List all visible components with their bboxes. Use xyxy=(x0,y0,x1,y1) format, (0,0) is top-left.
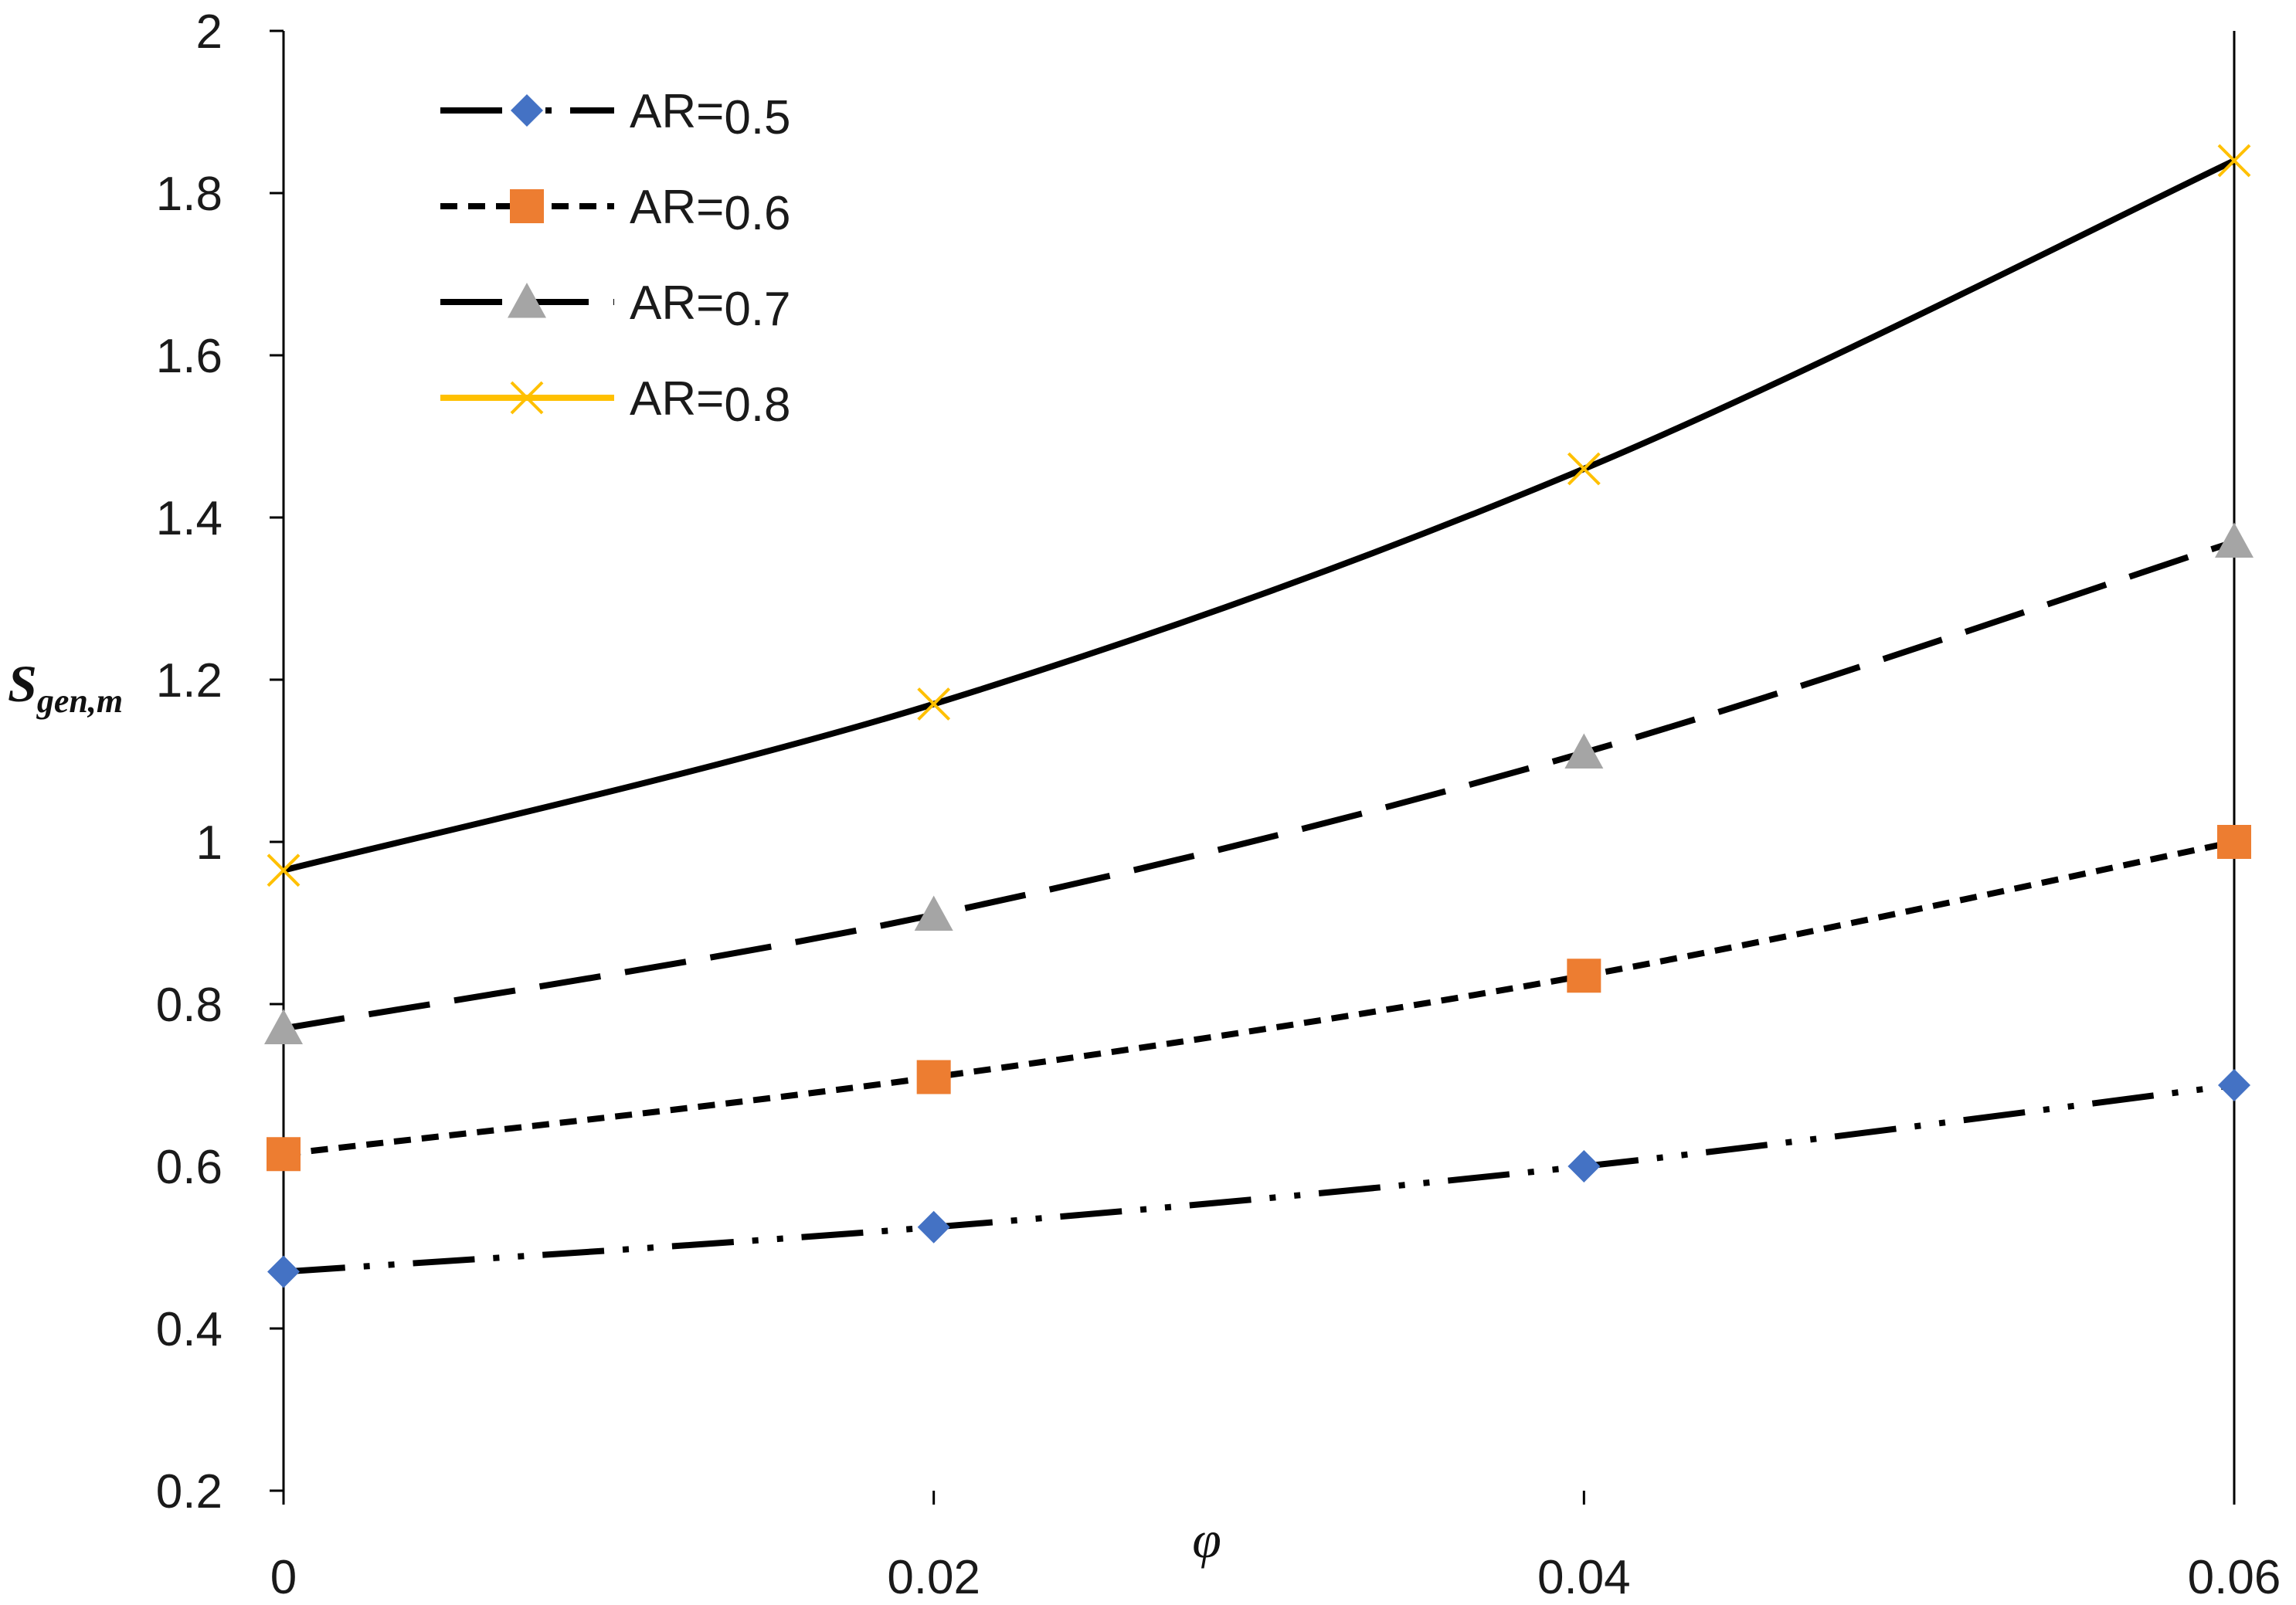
legend-item: AR=0.8 xyxy=(440,372,791,432)
data-point xyxy=(914,895,953,931)
y-tick-label: 1.2 xyxy=(156,654,222,707)
legend-marker xyxy=(511,94,543,127)
data-point xyxy=(264,1009,303,1044)
legend-label-value: 0.8 xyxy=(724,378,790,432)
y-axis-title-subscript: gen,m xyxy=(36,682,123,720)
x-tick-label: 0.06 xyxy=(2188,1551,2281,1604)
data-point xyxy=(917,687,951,721)
data-point xyxy=(267,853,301,887)
y-tick-label: 2 xyxy=(196,5,222,59)
legend-marker-stroke xyxy=(510,381,544,415)
x-axis-title: φ xyxy=(1192,1510,1221,1569)
legend-marker xyxy=(510,381,544,415)
data-point-stroke xyxy=(267,853,301,887)
y-tick-label: 1.4 xyxy=(156,492,222,545)
legend-item: AR=0.7 xyxy=(440,277,791,336)
y-tick-label: 1.6 xyxy=(156,330,222,383)
series-line xyxy=(283,158,2236,874)
x-tick-label: 0.02 xyxy=(887,1551,980,1604)
series-4 xyxy=(267,144,2251,887)
y-tick-label: 1 xyxy=(196,816,222,870)
data-point-stroke xyxy=(917,687,951,721)
series-layer xyxy=(264,144,2254,1288)
x-tick-label: 0.04 xyxy=(1537,1551,1631,1604)
legend-label-prefix: AR= xyxy=(630,277,724,330)
series-line xyxy=(283,1082,2235,1275)
legend-label: AR=0.8 xyxy=(630,372,791,432)
data-point xyxy=(1564,733,1604,769)
y-tick-label: 0.2 xyxy=(156,1465,222,1518)
data-point xyxy=(2217,825,2251,859)
y-tick-label: 0.6 xyxy=(156,1141,222,1194)
data-point-stroke xyxy=(1567,452,1601,486)
x-tick-label: 0 xyxy=(270,1551,297,1604)
y-axis-title: Sgen,m xyxy=(8,654,123,720)
y-tick-label: 0.8 xyxy=(156,979,222,1032)
legend-label-value: 0.6 xyxy=(724,187,790,240)
legend-label: AR=0.7 xyxy=(630,277,791,336)
legend-item: AR=0.5 xyxy=(440,85,791,144)
y-axis-title-main: S xyxy=(8,654,37,713)
y-axis: 0.2 0.4 0.6 0.8 1 1.2 1.4 1.6 1.8 2 xyxy=(156,5,284,1518)
legend-label: AR=0.6 xyxy=(630,181,791,240)
data-point xyxy=(916,1060,951,1094)
legend-label-prefix: AR= xyxy=(630,181,724,234)
series-line xyxy=(283,839,2235,1158)
data-point xyxy=(917,1210,950,1244)
plot-area xyxy=(282,31,2236,1491)
legend-label-value: 0.5 xyxy=(724,91,790,144)
series-3 xyxy=(264,522,2254,1044)
data-point xyxy=(2215,522,2254,558)
legend-marker xyxy=(510,189,544,223)
legend-item: AR=0.6 xyxy=(440,181,791,240)
data-point xyxy=(2217,144,2251,178)
legend-label: AR=0.5 xyxy=(630,85,791,144)
y-tick-label: 0.4 xyxy=(156,1303,222,1356)
data-point xyxy=(267,1137,301,1172)
data-point-stroke xyxy=(2217,144,2251,178)
series-1 xyxy=(267,1069,2250,1288)
data-point xyxy=(1567,452,1601,486)
series-line xyxy=(283,538,2236,1032)
legend-label-value: 0.7 xyxy=(724,283,790,336)
y-tick-label: 1.8 xyxy=(156,168,222,221)
legend-label-prefix: AR= xyxy=(630,372,724,426)
data-point xyxy=(267,1255,300,1288)
series-2 xyxy=(267,825,2251,1172)
legend-label-prefix: AR= xyxy=(630,85,724,138)
data-point xyxy=(1567,1150,1601,1183)
data-point xyxy=(1567,959,1601,993)
x-axis: 0 0.02 0.04 0.06 xyxy=(270,1491,2281,1604)
data-point xyxy=(2218,1069,2250,1101)
legend: AR=0.5AR=0.6AR=0.7AR=0.8 xyxy=(440,85,791,432)
legend-marker xyxy=(508,283,546,318)
